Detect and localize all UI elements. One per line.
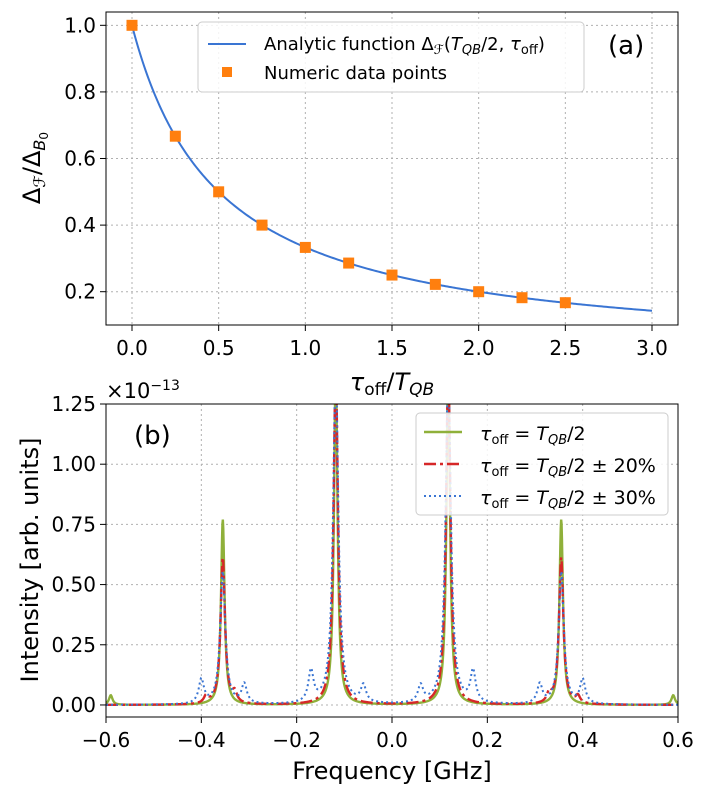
x-tick-label: −0.6	[82, 728, 131, 752]
panel-b-y-ticks: 0.00 0.25 0.50 0.75 1.00 1.25	[51, 392, 106, 717]
y-tick-label: 0.00	[51, 693, 96, 717]
numeric-data-point	[126, 19, 138, 31]
legend-30pct-label: τoff = TQB/2 ± 30%	[480, 487, 656, 512]
x-tick-label: 0.0	[376, 728, 408, 752]
legend-square-swatch	[222, 67, 232, 77]
legend-analytic-label: Analytic function Δℱ(TQB/2, τoff)	[264, 34, 545, 58]
panel-b-legend: τoff = TQB/2 τoff = TQB/2 ± 20% τoff = T…	[415, 412, 669, 516]
x-tick-label: 0.5	[203, 336, 235, 360]
y-tick-label: 0.25	[51, 633, 96, 657]
x-tick-label: 2.5	[549, 336, 581, 360]
series-20pct-line	[106, 404, 678, 707]
legend-t-half-label: τoff = TQB/2	[480, 423, 586, 448]
x-tick-label: 1.0	[289, 336, 321, 360]
y-tick-label: 0.75	[51, 512, 96, 536]
panel-a-y-ticks: 0.2 0.4 0.6 0.8 1.0	[64, 13, 106, 304]
y-tick-label: 0.50	[51, 573, 96, 597]
y-tick-label: 0.8	[64, 80, 96, 104]
panel-b-legend-box	[415, 412, 669, 516]
panel-a-legend: Analytic function Δℱ(TQB/2, τoff) Numeri…	[197, 21, 585, 93]
numeric-data-point	[559, 297, 571, 309]
numeric-data-point	[213, 186, 225, 198]
numeric-data-point	[516, 292, 528, 304]
y-tick-label: 0.2	[64, 280, 96, 304]
y-tick-label: 0.4	[64, 213, 96, 237]
x-tick-label: 0.0	[116, 336, 148, 360]
x-tick-label: 2.0	[463, 336, 495, 360]
numeric-data-point	[169, 130, 181, 142]
legend-20pct-label: τoff = TQB/2 ± 20%	[480, 455, 656, 480]
numeric-data-point	[429, 278, 441, 290]
panel-b-y-offset-label: ×10−13	[106, 378, 180, 403]
numeric-data-point	[386, 269, 398, 281]
y-tick-label: 1.00	[51, 452, 96, 476]
panel-b-x-axis-label: Frequency [GHz]	[292, 757, 492, 785]
y-tick-label: 0.6	[64, 147, 96, 171]
x-tick-label: 0.2	[471, 728, 503, 752]
numeric-data-point	[256, 219, 268, 231]
x-tick-label: −0.2	[272, 728, 321, 752]
panel-a-label: (a)	[608, 31, 644, 61]
x-tick-label: 0.4	[567, 728, 599, 752]
x-tick-label: −0.4	[177, 728, 226, 752]
legend-numeric-label: Numeric data points	[264, 63, 447, 84]
numeric-data-point	[299, 241, 311, 253]
panel-a-chart: 0.0 0.5 1.0 1.5 2.0 2.5 3.0 0.2 0.4 0.6 0.8 1.0 τo…	[18, 11, 679, 400]
panel-a-y-axis-label: Δℱ/ΔB0	[18, 132, 51, 204]
x-tick-label: 1.5	[376, 336, 408, 360]
x-tick-label: 3.0	[636, 336, 668, 360]
panel-b-y-axis-label: Intensity [arb. units]	[16, 438, 44, 683]
panel-b-chart: −0.6 −0.4 −0.2 0.0 0.2 0.4 0.6 0.00 0.25 0.50 0.7…	[16, 378, 694, 785]
numeric-data-points	[126, 19, 571, 309]
series-30pct-line	[106, 404, 678, 706]
y-tick-label: 1.25	[51, 392, 96, 416]
panel-a-legend-box	[197, 21, 585, 93]
numeric-data-point	[343, 257, 355, 269]
panel-b-x-ticks: −0.6 −0.4 −0.2 0.0 0.2 0.4 0.6	[82, 717, 694, 752]
x-tick-label: 0.6	[662, 728, 694, 752]
y-tick-label: 1.0	[64, 13, 96, 37]
numeric-data-point	[473, 286, 485, 298]
panel-a-x-ticks: 0.0 0.5 1.0 1.5 2.0 2.5 3.0	[116, 325, 668, 360]
panel-a-x-axis-label: τoff/TQB	[350, 368, 434, 400]
panel-b-label: (b)	[134, 421, 171, 451]
